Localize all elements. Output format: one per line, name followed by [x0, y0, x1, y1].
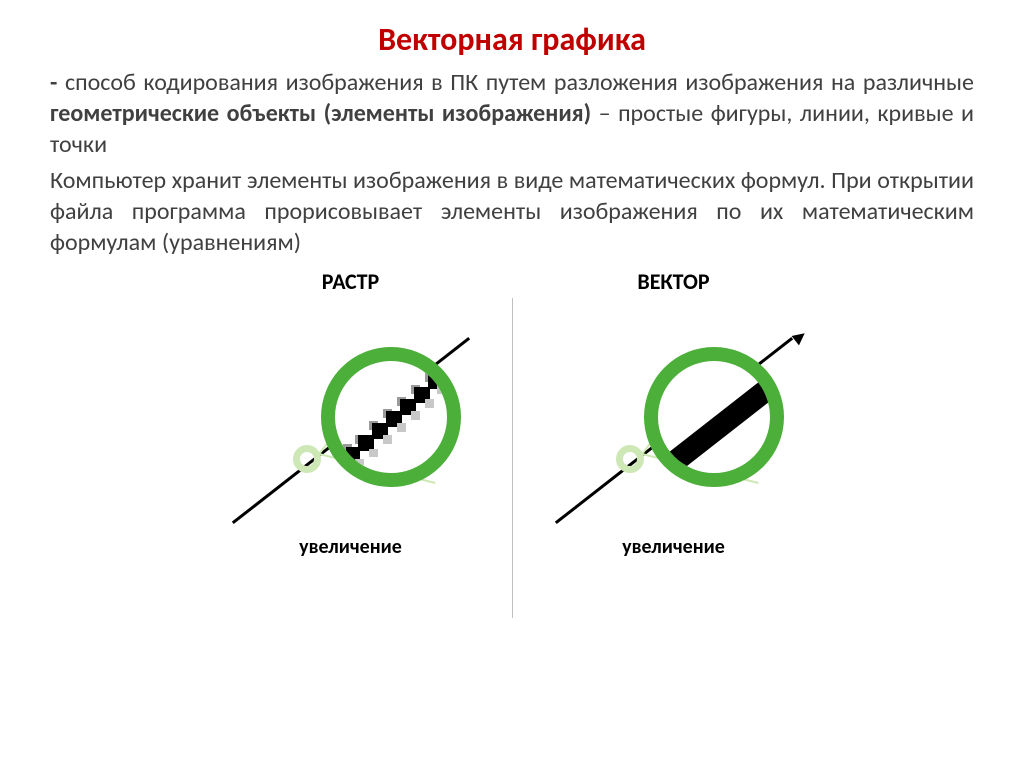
- raster-column: РАСТР: [196, 268, 506, 618]
- arrow-icon: [791, 329, 808, 346]
- vector-magnifier-icon: [644, 347, 784, 487]
- paragraph-explanation: Компьютер хранит элементы изображения в …: [50, 165, 974, 259]
- vector-figure: увеличение: [524, 299, 824, 559]
- raster-magnifier-icon: [321, 347, 461, 487]
- raster-label: РАСТР: [322, 268, 379, 295]
- page-title: Векторная графика: [50, 20, 974, 59]
- para1-text-a: способ кодирования изображения в ПК путе…: [65, 68, 974, 97]
- raster-figure: увеличение: [201, 299, 501, 559]
- paragraph-definition: - способ кодирования изображения в ПК пу…: [50, 67, 974, 161]
- para1-bold: геометрические объекты (элементы изображ…: [50, 99, 591, 128]
- lead-dash: -: [50, 68, 65, 97]
- raster-caption: увеличение: [201, 535, 501, 559]
- comparison-diagram: РАСТР: [50, 268, 974, 618]
- raster-pixelated-stripe: [343, 369, 439, 465]
- vector-caption: увеличение: [524, 535, 824, 559]
- raster-small-magnifier-icon: [293, 445, 321, 473]
- vector-column: ВЕКТОР увеличение: [519, 268, 829, 618]
- vector-label: ВЕКТОР: [637, 268, 709, 295]
- vector-small-magnifier-icon: [616, 445, 644, 473]
- vector-smooth-stripe: [644, 350, 784, 487]
- column-divider: [512, 298, 513, 618]
